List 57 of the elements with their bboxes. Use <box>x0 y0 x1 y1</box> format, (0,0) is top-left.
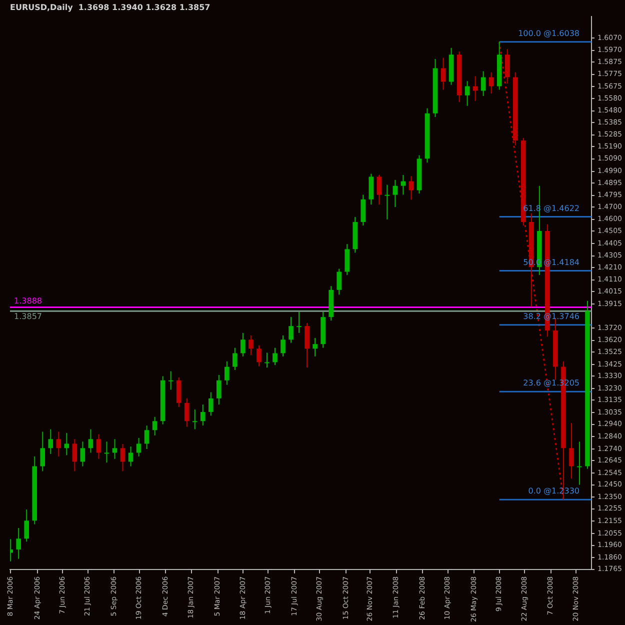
candlestick <box>192 409 198 430</box>
candlestick <box>136 437 142 457</box>
candlestick <box>472 76 478 102</box>
candlestick <box>144 425 150 450</box>
candlestick <box>400 174 406 196</box>
candlestick <box>88 428 94 454</box>
candlestick <box>272 347 278 366</box>
candlestick <box>360 194 366 226</box>
candlestick <box>64 432 70 456</box>
candlestick <box>256 344 262 367</box>
candlestick <box>120 444 126 472</box>
candlestick <box>304 322 310 368</box>
candlestick <box>392 179 398 208</box>
ref-line-label: 1.3888 <box>14 296 42 306</box>
candlestick <box>280 334 286 357</box>
candlestick <box>232 347 238 371</box>
candlestick <box>240 332 246 357</box>
candlestick <box>248 334 254 356</box>
candlestick <box>176 376 182 408</box>
chart-title: EURUSD,Daily 1.3698 1.3940 1.3628 1.3857 <box>10 2 210 12</box>
candlestick <box>368 173 374 206</box>
candlestick <box>184 398 190 428</box>
candlestick <box>480 70 486 96</box>
candlestick <box>488 72 494 94</box>
candlestick <box>104 441 110 464</box>
candlestick <box>40 431 46 472</box>
candlestick <box>72 438 78 472</box>
candlestick <box>128 446 134 467</box>
ref-line-label: 1.3857 <box>14 312 42 322</box>
candlestick <box>48 428 54 454</box>
candlestick <box>208 392 214 416</box>
candlestick <box>200 404 206 426</box>
candlestick <box>440 57 446 90</box>
candlestick <box>288 316 294 344</box>
candlestick <box>569 422 574 480</box>
candlestick <box>464 80 470 106</box>
candlestick <box>408 176 414 200</box>
candlestick <box>16 528 21 560</box>
candlestick <box>216 374 222 406</box>
candlestick <box>152 416 158 436</box>
candlestick <box>577 441 582 486</box>
candlestick <box>344 244 350 276</box>
candlestick <box>24 508 29 542</box>
candlestick <box>112 438 118 460</box>
candlestick <box>56 431 62 457</box>
candlestick <box>312 337 318 357</box>
candlestick <box>376 174 382 206</box>
candlestick <box>296 311 302 334</box>
candlestick <box>96 434 102 460</box>
candlestick <box>336 268 342 296</box>
candlestick <box>384 184 390 220</box>
candlestick <box>80 441 86 467</box>
annotation: 100.0 @1.6038 <box>518 28 580 38</box>
candlestick <box>504 48 510 84</box>
candlestick <box>224 360 230 386</box>
candlestick <box>264 352 270 368</box>
candlestick <box>168 370 174 390</box>
